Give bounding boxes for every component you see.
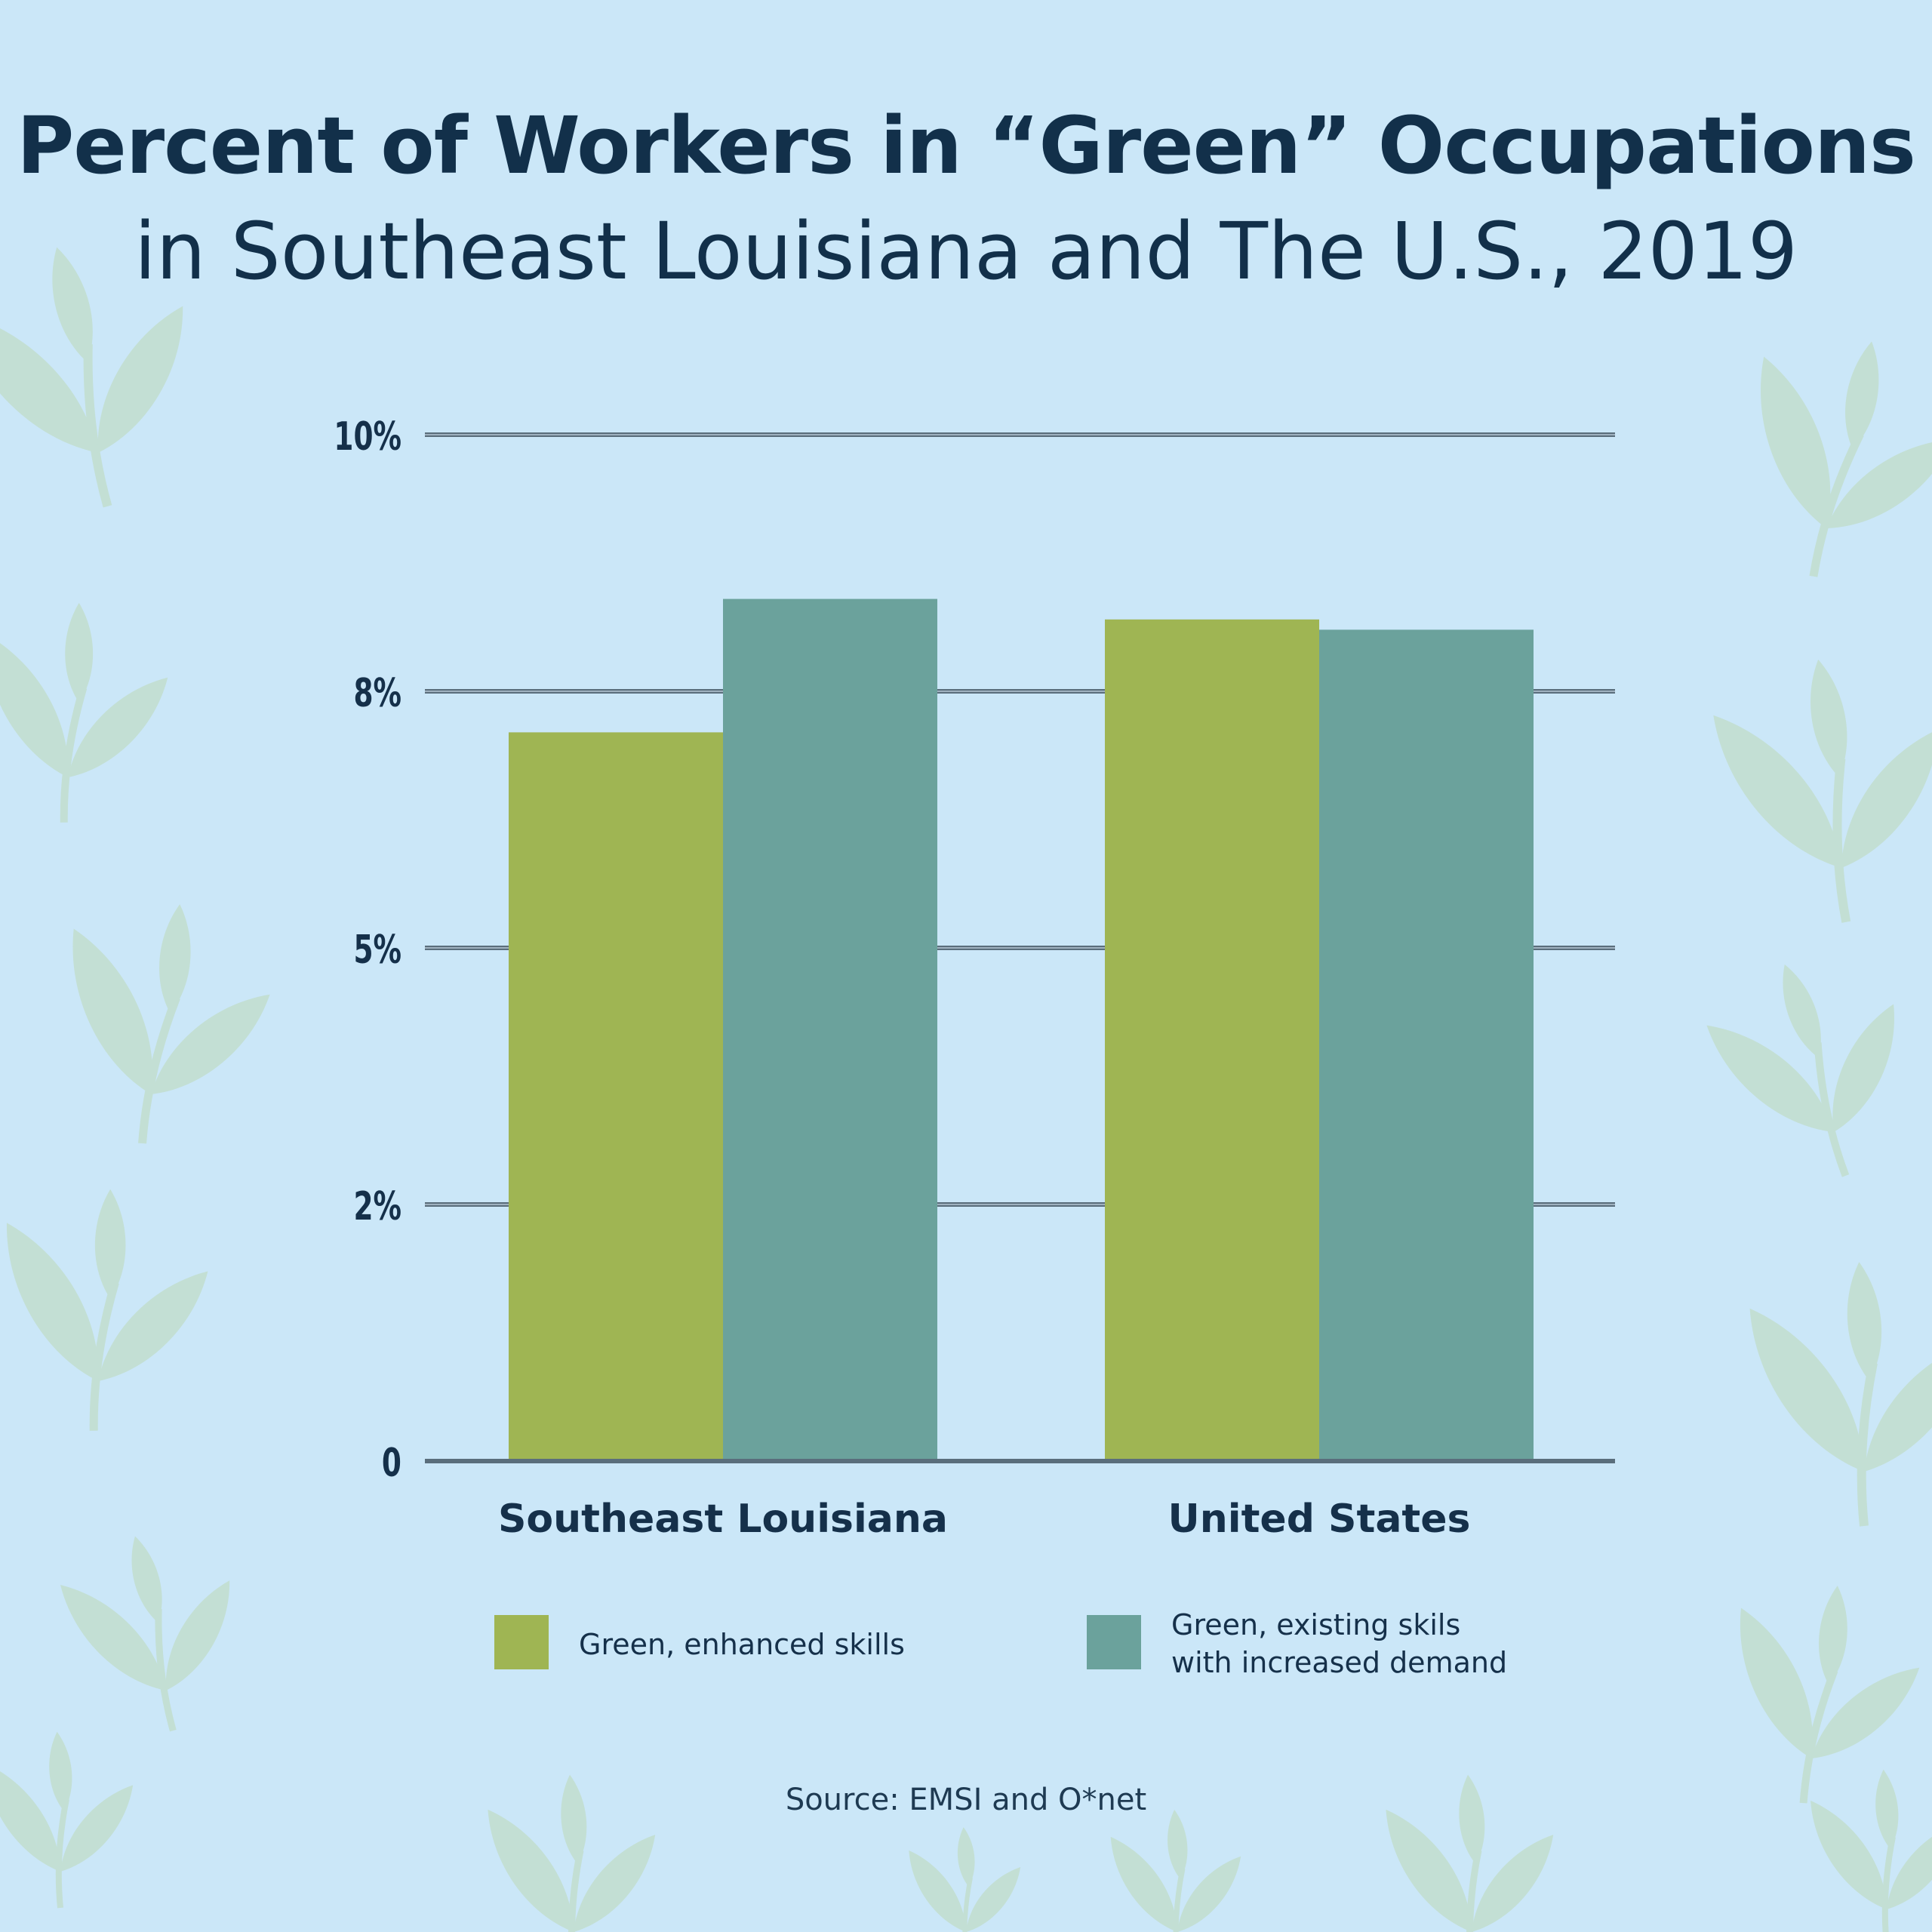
leaf-sprig-icon bbox=[1810, 1769, 1932, 1932]
y-tick-label: 10% bbox=[334, 414, 401, 460]
leaf-sprig-icon bbox=[0, 1731, 134, 1909]
y-tick-label: 2% bbox=[353, 1183, 401, 1229]
x-category-label: United States bbox=[1168, 1497, 1471, 1542]
leaf-sprig-icon bbox=[1386, 1774, 1554, 1932]
chart-subtitle: in Southeast Louisiana and The U.S., 201… bbox=[134, 205, 1798, 297]
legend-label: with increased demand bbox=[1171, 1646, 1507, 1679]
leaf-sprig-icon bbox=[60, 1536, 230, 1732]
leaf-sprig-icon bbox=[1110, 1809, 1241, 1932]
legend-label: Green, enhanced skills bbox=[579, 1628, 905, 1661]
x-category-label: Southeast Louisiana bbox=[498, 1497, 948, 1542]
leaf-sprig-icon bbox=[1761, 341, 1932, 577]
leaf-sprig-icon bbox=[909, 1827, 1021, 1932]
leaf-sprig-icon bbox=[488, 1774, 656, 1932]
bar bbox=[1105, 619, 1319, 1461]
y-tick-label: 5% bbox=[353, 927, 401, 973]
bar bbox=[1319, 629, 1534, 1461]
chart-title: Percent of Workers in “Green” Occupation… bbox=[17, 100, 1916, 192]
leaf-sprig-icon bbox=[1706, 964, 1894, 1177]
leaf-sprig-icon bbox=[1740, 1586, 1920, 1804]
bar bbox=[509, 732, 723, 1461]
leaf-sprig-icon bbox=[0, 602, 168, 823]
leaf-sprig-icon bbox=[1749, 1262, 1932, 1527]
y-tick-label: 8% bbox=[353, 670, 401, 716]
leaf-sprig-icon bbox=[72, 904, 270, 1144]
source-note: Source: EMSI and O*net bbox=[785, 1783, 1147, 1817]
legend-swatch bbox=[1087, 1615, 1141, 1669]
legend-swatch bbox=[494, 1615, 549, 1669]
legend-label: Green, existing skils bbox=[1171, 1608, 1460, 1641]
leaf-sprig-icon bbox=[1713, 659, 1932, 923]
bar bbox=[723, 598, 937, 1461]
leaf-sprig-icon bbox=[0, 247, 183, 508]
y-tick-label: 0 bbox=[382, 1440, 401, 1486]
leaf-sprig-icon bbox=[6, 1189, 208, 1431]
